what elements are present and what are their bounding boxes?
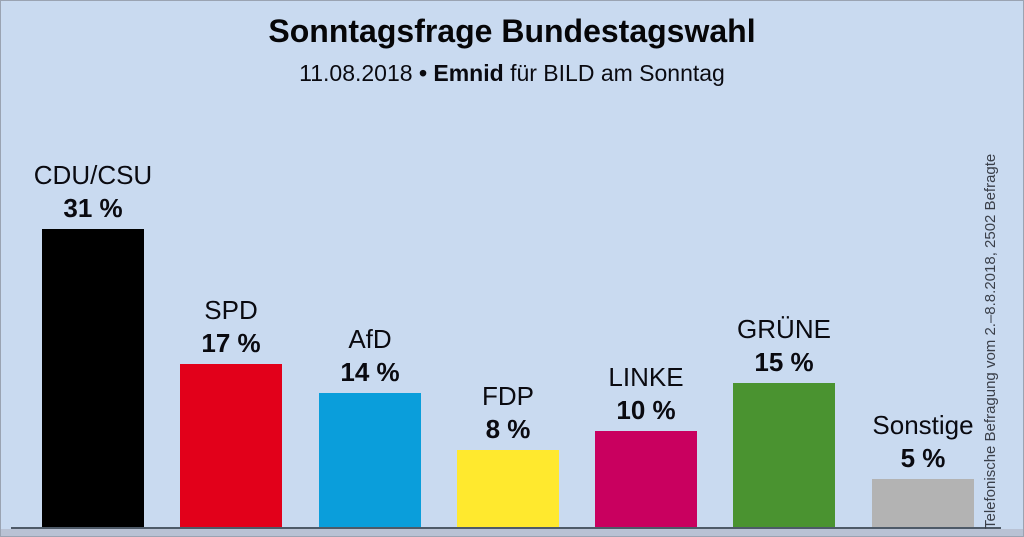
party-name: GRÜNE: [737, 314, 831, 344]
subtitle-date: 11.08.2018: [299, 60, 413, 86]
bar-sonstige: [872, 479, 974, 527]
party-name: AfD: [348, 324, 392, 354]
chart-subtitle: 11.08.2018 • Emnid für BILD am Sonntag: [1, 60, 1023, 87]
subtitle-source: Emnid: [433, 60, 504, 86]
bar-label-gr-ne: GRÜNE 15 %: [674, 313, 894, 379]
bar-gr-ne: [733, 383, 835, 527]
party-name: CDU/CSU: [33, 160, 153, 190]
party-value: 17 %: [201, 328, 261, 358]
bar-label-afd: AfD 14 %: [260, 323, 480, 389]
bottom-border-strip: [1, 529, 1023, 536]
chart-header: Sonntagsfrage Bundestagswahl 11.08.2018 …: [1, 1, 1023, 87]
bar-label-linke: LINKE 10 %: [536, 361, 756, 427]
bar-fdp: [457, 450, 559, 527]
bar-afd: [319, 393, 421, 527]
bar-linke: [595, 431, 697, 527]
bar-label-sonstige: Sonstige 5 %: [813, 409, 1023, 475]
x-axis-line: [11, 527, 1001, 529]
bar-label-spd: SPD 17 %: [121, 294, 341, 360]
party-name: Sonstige: [872, 410, 974, 440]
bar-label-fdp: FDP 8 %: [398, 380, 618, 446]
party-value: 15 %: [754, 347, 814, 377]
subtitle-bullet: •: [418, 60, 427, 86]
page-title: Sonntagsfrage Bundestagswahl: [268, 13, 756, 49]
party-value: 14 %: [340, 357, 400, 387]
bar-cdu-csu: [42, 229, 144, 527]
bar-spd: [180, 364, 282, 527]
party-name: FDP: [482, 381, 534, 411]
party-value: 8 %: [485, 414, 531, 444]
party-value: 5 %: [900, 443, 946, 473]
party-value: 31 %: [63, 193, 123, 223]
subtitle-client: für BILD am Sonntag: [510, 60, 725, 86]
party-name: LINKE: [608, 362, 684, 392]
methodology-note: Telefonische Befragung vom 2.–8.8.2018, …: [982, 153, 999, 529]
party-name: SPD: [204, 295, 258, 325]
bar-label-cdu-csu: CDU/CSU 31 %: [1, 159, 203, 225]
party-value: 10 %: [616, 395, 676, 425]
